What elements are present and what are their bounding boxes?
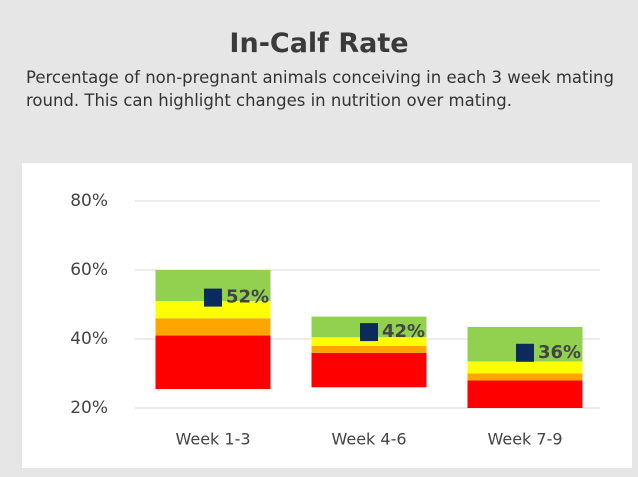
range-segment xyxy=(311,337,427,346)
value-label: 52% xyxy=(226,287,269,308)
marker xyxy=(360,323,378,342)
y-tick-label: 80% xyxy=(70,191,108,211)
y-tick-label: 20% xyxy=(70,398,108,418)
range-segment xyxy=(467,380,583,408)
chart-subtitle: Percentage of non-pregnant animals conce… xyxy=(26,68,614,110)
y-tick-label: 60% xyxy=(70,260,108,280)
plot-panel xyxy=(22,163,632,468)
x-tick-label: Week 4-6 xyxy=(331,430,406,449)
marker xyxy=(204,288,222,307)
marker xyxy=(516,343,534,362)
chart-title: In-Calf Rate xyxy=(229,28,409,59)
range-segment xyxy=(467,361,583,374)
range-segment xyxy=(155,318,271,336)
range-segment xyxy=(155,335,271,390)
range-segment xyxy=(311,352,427,388)
value-label: 42% xyxy=(382,321,425,342)
y-tick-label: 40% xyxy=(70,329,108,349)
x-tick-label: Week 1-3 xyxy=(175,430,250,449)
range-segment xyxy=(155,301,271,319)
x-tick-label: Week 7-9 xyxy=(487,430,562,449)
range-segment xyxy=(467,373,583,381)
range-segment xyxy=(311,345,427,353)
value-label: 36% xyxy=(538,342,581,363)
